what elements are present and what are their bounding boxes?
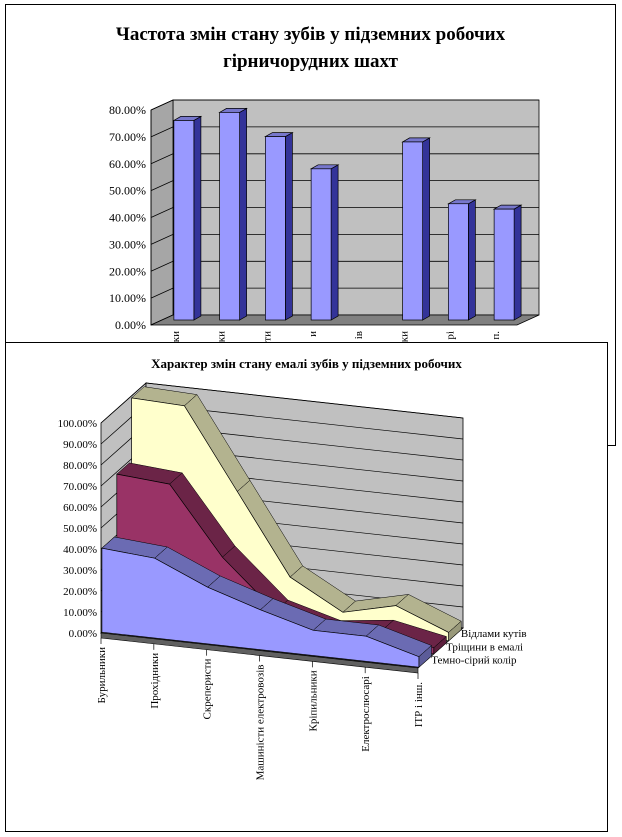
chart1-bar	[402, 141, 423, 321]
chart1-y-tick-label: 10.00%	[109, 291, 146, 305]
chart1-bar	[265, 136, 286, 321]
chart1-bar	[448, 203, 469, 321]
chart2-y-tick-label: 60.00%	[63, 502, 97, 514]
chart2-x-tick-label: Машиністи електровозів	[255, 665, 267, 781]
chart2-series-label: Відлами кутів	[461, 628, 527, 640]
chart2-y-tick-label: 20.00%	[63, 586, 97, 598]
chart1-gridline	[150, 126, 539, 138]
chart1-bar-side	[422, 137, 430, 321]
chart2-y-tick-label: 10.00%	[63, 607, 97, 619]
chart1-x-tick-label: и	[307, 331, 319, 337]
chart1-y-tick-label: 40.00%	[109, 211, 146, 225]
chart2-y-tick-label: 70.00%	[63, 481, 97, 493]
chart2-x-tick-label: Бурильники	[96, 647, 108, 704]
chart2-y-tick-label: 90.00%	[63, 439, 97, 451]
chart1-x-tick-label: ти	[261, 331, 273, 342]
chart2-y-tick-label: 80.00%	[63, 460, 97, 472]
chart1-bar-side	[468, 199, 476, 321]
chart2-plot: 0.00% 10.00% 20.00% 30.00% 40.00% 50.00% 60.00…	[58, 382, 527, 781]
chart1-bar-side	[513, 204, 522, 321]
chart1-y-tick-label: 20.00%	[109, 264, 146, 278]
chart1-x-tick-label: ки	[170, 331, 182, 342]
chart2-y-tick-label: 30.00%	[63, 565, 97, 577]
chart1-x-tick-label: п.	[490, 331, 502, 340]
chart1-x-tick-label: ки	[399, 331, 411, 342]
chart2-panel: Характер змін стану емалі зубів у підзем…	[5, 342, 608, 832]
chart2-x-tick-label: Прохідники	[149, 653, 161, 709]
chart1-y-tick-label: 30.00%	[109, 237, 146, 251]
chart1-x-tick-label: ів	[353, 331, 365, 339]
chart1-title: Частота змін стану зубів у підземних роб…	[115, 24, 506, 72]
chart1-y-tick-label: 0.00%	[115, 318, 146, 332]
chart1-y-tick-label: 80.00%	[109, 103, 146, 117]
chart1-bar	[173, 120, 195, 321]
chart1-bar	[219, 112, 240, 321]
chart1-plot: 0.00% 10.00% 20.00% 30.00% 40.00% 50.00% 60.00…	[109, 99, 540, 342]
chart2-title: Характер змін стану емалі зубів у підзем…	[151, 356, 462, 371]
chart1-bar-side	[193, 115, 202, 321]
chart2-y-tick-label: 50.00%	[63, 523, 97, 535]
chart1-bar-side	[239, 107, 247, 321]
chart1-bar	[310, 168, 332, 321]
chart2-x-tick-label: ІТР і інш.	[413, 682, 425, 727]
chart2-y-tick-label: 100.00%	[58, 418, 97, 430]
chart2-area-series	[101, 547, 420, 668]
chart1-y-tick-label: 50.00%	[109, 184, 146, 198]
chart2-x-tick-label: Електрослюсарі	[360, 676, 372, 752]
chart2-y-tick-label: 40.00%	[63, 544, 97, 556]
chart1-x-tick-label: ки	[216, 331, 228, 342]
chart1-x-tick-label: рі	[444, 331, 456, 340]
chart1-floor	[150, 314, 540, 326]
chart1-y-tick-label: 70.00%	[109, 130, 146, 144]
chart1-bar	[493, 208, 515, 321]
chart2-x-tick-label: Кріпильники	[307, 670, 319, 731]
chart1-bar-side	[330, 164, 339, 321]
chart2-x-tick-label: Скреперисти	[202, 659, 214, 720]
chart1-gridline	[150, 99, 539, 111]
chart2-series-label: Тріщини в емалі	[446, 641, 523, 653]
chart2-gridline	[100, 382, 464, 424]
chart2-y-tick-label: 0.00%	[69, 628, 97, 640]
chart1-bar-side	[285, 131, 293, 321]
chart2-series-label: Темно-сірий колір	[431, 655, 517, 667]
chart1-y-tick-label: 60.00%	[109, 157, 146, 171]
